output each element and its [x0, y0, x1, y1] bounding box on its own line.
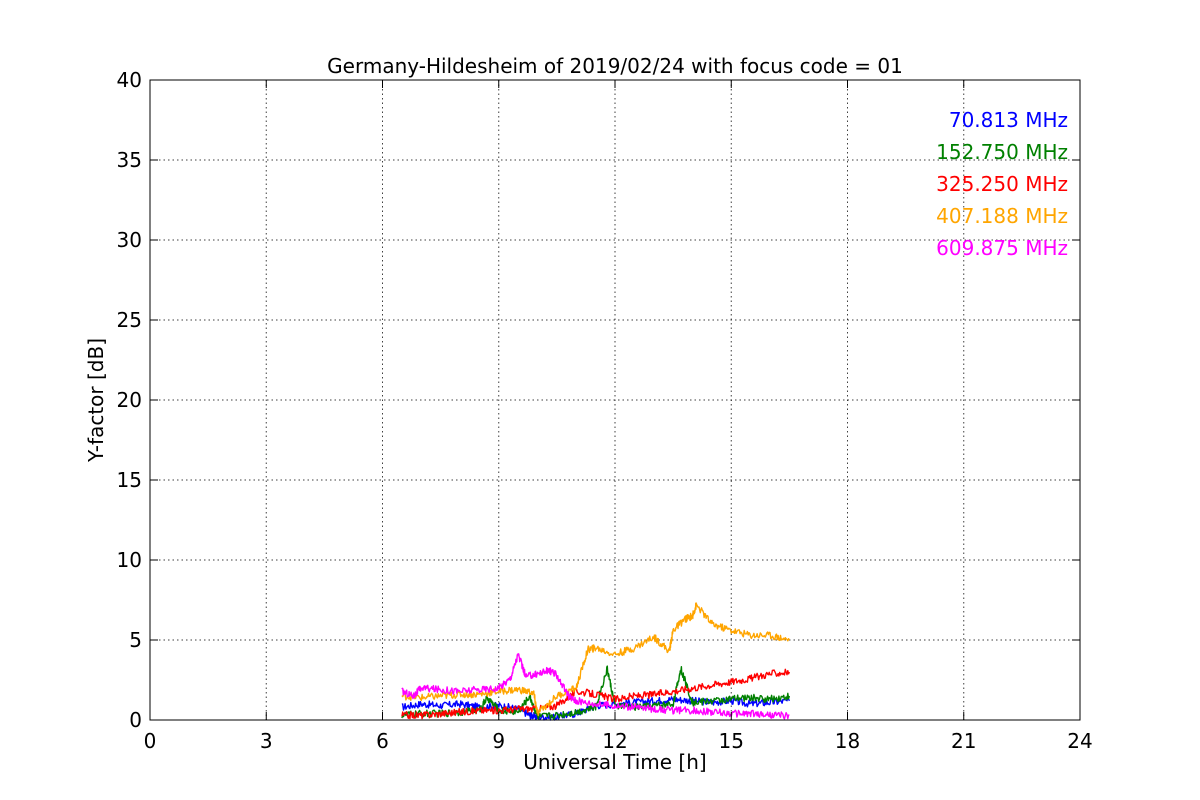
- grid: [150, 80, 1080, 720]
- legend-label-0: 70.813 MHz: [949, 108, 1068, 132]
- ticks: 0 3 6 9 12 15 18 21 24 0 5 10 15 20 25 30 35 40: [117, 68, 1093, 753]
- series-line-4: [401, 653, 790, 720]
- legend-label-1: 152.750 MHz: [936, 140, 1068, 164]
- legend-label-4: 609.875 MHz: [936, 236, 1068, 260]
- y-tick-label: 30: [117, 228, 142, 252]
- y-tick-label: 10: [117, 548, 142, 572]
- y-tick-label: 25: [117, 308, 142, 332]
- x-tick-label: 0: [144, 729, 157, 753]
- legend-label-3: 407.188 MHz: [936, 204, 1068, 228]
- y-tick-label: 40: [117, 68, 142, 92]
- y-tick-label: 15: [117, 468, 142, 492]
- y-tick-label: 35: [117, 148, 142, 172]
- y-tick-label: 5: [129, 628, 142, 652]
- series-line-2: [401, 668, 791, 720]
- x-tick-label: 6: [376, 729, 389, 753]
- y-tick-label: 0: [129, 708, 142, 732]
- x-tick-label: 21: [951, 729, 976, 753]
- y-axis-title: Y-factor [dB]: [84, 338, 108, 463]
- x-tick-label: 12: [602, 729, 627, 753]
- chart-title: Germany-Hildesheim of 2019/02/24 with fo…: [327, 54, 903, 78]
- x-tick-label: 9: [492, 729, 505, 753]
- x-tick-label: 3: [260, 729, 273, 753]
- legend: 70.813 MHz 152.750 MHz 325.250 MHz 407.188 …: [936, 108, 1068, 260]
- y-tick-label: 20: [117, 388, 142, 412]
- x-tick-label: 24: [1067, 729, 1092, 753]
- series-line-3: [401, 602, 790, 717]
- legend-label-2: 325.250 MHz: [936, 172, 1068, 196]
- series-layer: [401, 602, 791, 721]
- x-tick-label: 18: [835, 729, 860, 753]
- x-tick-label: 15: [719, 729, 744, 753]
- x-axis-title: Universal Time [h]: [523, 750, 706, 774]
